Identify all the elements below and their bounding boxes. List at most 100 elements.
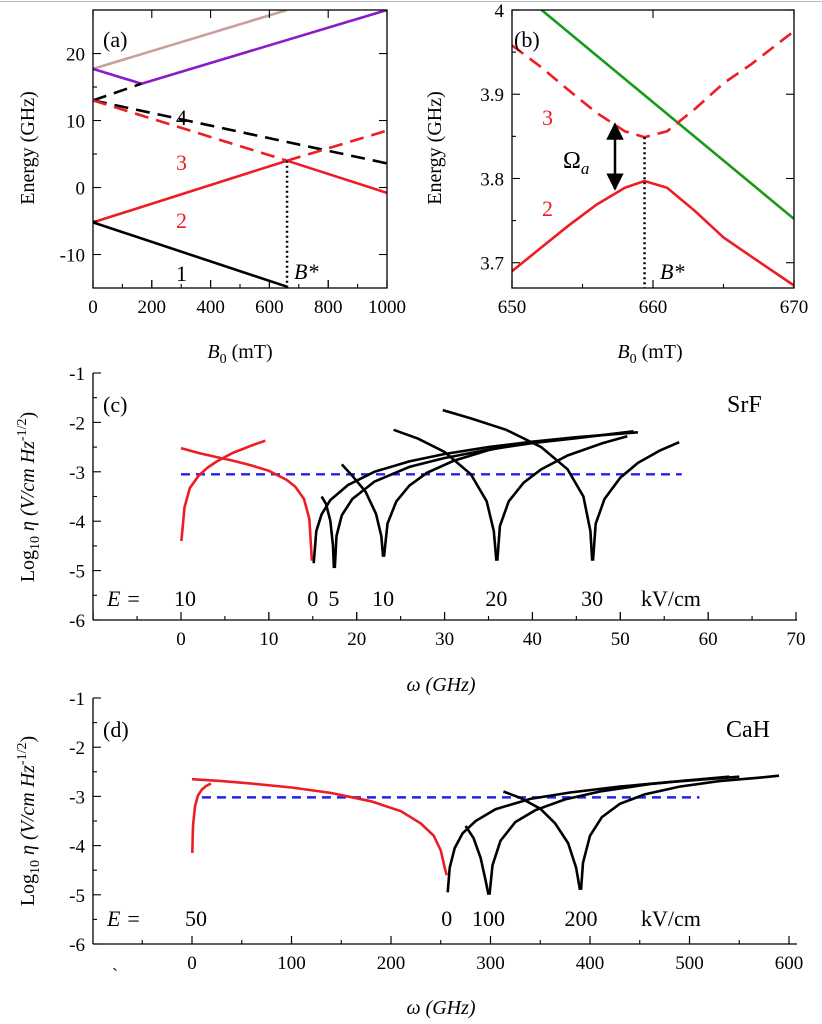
y-tick-label: -2 [69, 738, 85, 759]
series-c-0-left-branch [180, 439, 266, 542]
y-tick-label: -6 [69, 935, 85, 956]
x-tick-label: 20 [347, 629, 366, 650]
series-c-5-right-branch [591, 441, 680, 561]
panel-c-curves [180, 408, 682, 569]
y-tick-label: 10 [66, 112, 85, 133]
x-tick-label: 650 [498, 297, 527, 318]
field-unit-label: kV/cm [641, 906, 701, 931]
series-a-4 [93, 82, 142, 102]
series-a-2 [141, 10, 387, 85]
panel-c-field-row: E = 10 0 5 10 20 30 kV/cm [106, 586, 701, 611]
field-value-label: 10 [174, 586, 196, 611]
x-tick-label: 50 [611, 629, 630, 650]
x-tick-label: 100 [277, 953, 306, 974]
series-a-5 [93, 99, 288, 162]
series-c-5-left-branch [442, 408, 594, 561]
series-c-0-right-branch [180, 446, 314, 561]
panel-d-y-axis-title: Log10 η (V/cm Hz-1/2) [15, 736, 43, 906]
panel-a-bstar-label: B* [294, 259, 318, 284]
field-prefix: E = [106, 906, 141, 931]
x-tick-label: 30 [435, 629, 454, 650]
series-a-3 [93, 99, 387, 165]
x-tick-label: 400 [576, 953, 605, 974]
field-value-label: 20 [485, 586, 507, 611]
panel-c-ticks: 0 10 20 30 40 50 60 70-6-5-4-3-2-1 [69, 364, 805, 650]
panel-d-ticks: 0 100 200 300 400 500 600-6-5-4-3-2-1 [69, 689, 803, 974]
series-d-3-right-branch [579, 774, 780, 890]
panel-b-label: (b) [514, 27, 540, 52]
field-value-label: 30 [581, 586, 603, 611]
panel-b-avoided-crossing: 650 660 670 3.7 3.8 3.9 4 (b) B* Ωa 3 2 Energy… [424, 1, 808, 367]
panel-a-curves [93, 10, 387, 288]
x-tick-label: 0 [88, 297, 98, 318]
field-value-label: 200 [565, 906, 598, 931]
series-a-6 [286, 129, 387, 162]
y-tick-label: 3.9 [480, 85, 504, 106]
panel-d-molecule-label: CaH [726, 717, 770, 743]
series-c-3-right-branch [382, 442, 520, 557]
y-tick-label: -3 [69, 463, 85, 484]
y-tick-label: 20 [66, 45, 85, 66]
series-a-1 [93, 67, 142, 85]
x-tick-label: 300 [476, 953, 505, 974]
y-tick-label: -10 [60, 246, 85, 267]
series-a-9 [93, 221, 288, 288]
panel-a-frame [92, 9, 388, 289]
panel-b-curve-2-label: 2 [542, 196, 553, 221]
x-tick-label: 0 [187, 953, 197, 974]
series-c-1-right-branch [312, 431, 639, 564]
x-tick-label: 70 [787, 629, 806, 650]
series-b-2 [512, 179, 794, 287]
x-tick-label: 660 [639, 297, 668, 318]
panel-a-curve-1-label: 1 [176, 261, 187, 286]
panel-c-molecule-label: SrF [727, 392, 762, 418]
series-c-2-left-branch [320, 495, 336, 569]
series-c-4-left-branch [393, 428, 498, 561]
panel-a-energy-vs-field: 0 200 400 600 800 1000 -10 0 10 20 (a) B* 1 2 3 4… [17, 9, 406, 367]
series-d-2-right-branch [488, 775, 730, 895]
field-unit-label: kV/cm [641, 586, 701, 611]
panel-b-curve-3-label: 3 [542, 105, 553, 130]
field-value-label: 10 [372, 586, 394, 611]
y-tick-label: -4 [69, 512, 85, 533]
x-tick-label: 670 [780, 297, 809, 318]
x-tick-label: 500 [675, 953, 704, 974]
series-a-0 [93, 10, 288, 71]
panel-b-y-axis-title: Energy (GHz) [424, 91, 446, 204]
series-d-2-left-branch [464, 825, 490, 896]
y-tick-label: -3 [69, 787, 85, 808]
y-tick-label: -1 [69, 689, 85, 710]
x-tick-label: 40 [523, 629, 542, 650]
series-b-1 [512, 30, 794, 139]
x-tick-label: 0 [176, 629, 186, 650]
panel-b-frame [511, 9, 795, 289]
y-tick-label: -5 [69, 886, 85, 907]
field-prefix: E = [106, 586, 141, 611]
panel-a-x-axis-title: B0 (mT) [207, 341, 272, 367]
y-tick-label: -6 [69, 611, 85, 632]
x-tick-label: 600 [255, 297, 284, 318]
field-value-label: 50 [185, 906, 207, 931]
panel-a-ticks: 0 200 400 600 800 1000 -10 0 10 20 [60, 10, 406, 318]
y-tick-label: 0 [76, 179, 86, 200]
series-c-3-left-branch [340, 463, 385, 557]
panel-a-y-axis-title: Energy (GHz) [17, 91, 39, 204]
series-b-0 [540, 10, 794, 220]
panel-d-label: (d) [103, 717, 129, 742]
panel-d-cah-sensitivity: 0 100 200 300 400 500 600-6-5-4-3-2-1 (d) CaH … [15, 689, 803, 1019]
panel-d-x-axis-title: ω (GHz) [406, 997, 475, 1019]
x-tick-label: 10 [259, 629, 278, 650]
series-c-2-right-branch [333, 430, 634, 569]
series-d-0-left-branch [191, 782, 212, 854]
series-a-7 [93, 159, 288, 224]
y-tick-label: 4 [495, 1, 505, 22]
panel-c-x-axis-title: ω (GHz) [406, 674, 475, 696]
field-value-label: 0 [441, 906, 452, 931]
field-value-label: 0 [307, 586, 318, 611]
panel-b-x-axis-title: B0 (mT) [617, 341, 682, 367]
panel-a-curve-3-label: 3 [176, 150, 187, 175]
panel-d-stray-mark: ` [112, 965, 118, 985]
y-tick-label: 3.8 [480, 169, 504, 190]
series-d-3-left-branch [502, 790, 582, 891]
